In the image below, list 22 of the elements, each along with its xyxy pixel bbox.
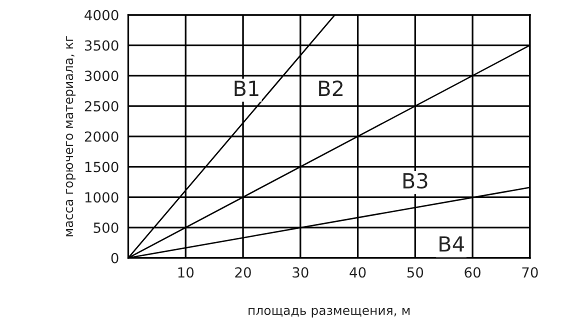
y-tick-label: 1000 [85, 192, 118, 203]
y-tick-label: 3000 [84, 70, 118, 82]
y-axis-title: масса горючего материала, кг [66, 36, 76, 236]
x-tick-label: 60 [464, 267, 480, 278]
x-tick-label: 30 [292, 267, 308, 278]
x-axis-title: площадь размещения, м [248, 308, 410, 318]
annotation: B4 [440, 236, 464, 252]
y-tick-label: 2000 [84, 131, 118, 142]
annotation: B3 [403, 172, 428, 189]
annotation: B2 [319, 80, 343, 96]
x-tick-label: 50 [407, 267, 424, 278]
x-tick-label: 70 [522, 267, 538, 278]
y-tick-label: 3500 [84, 40, 118, 51]
y-tick-label: 2500 [84, 101, 118, 112]
y-tick-label: 1500 [85, 162, 118, 172]
y-tick-label: 500 [94, 222, 118, 234]
x-tick-label: 20 [235, 267, 251, 278]
y-tick-label: 0 [111, 252, 118, 264]
x-tick-label: 10 [178, 267, 194, 278]
annotation: B1 [234, 80, 258, 96]
y-tick-label: 4000 [84, 10, 118, 20]
x-tick-label: 40 [350, 267, 366, 278]
